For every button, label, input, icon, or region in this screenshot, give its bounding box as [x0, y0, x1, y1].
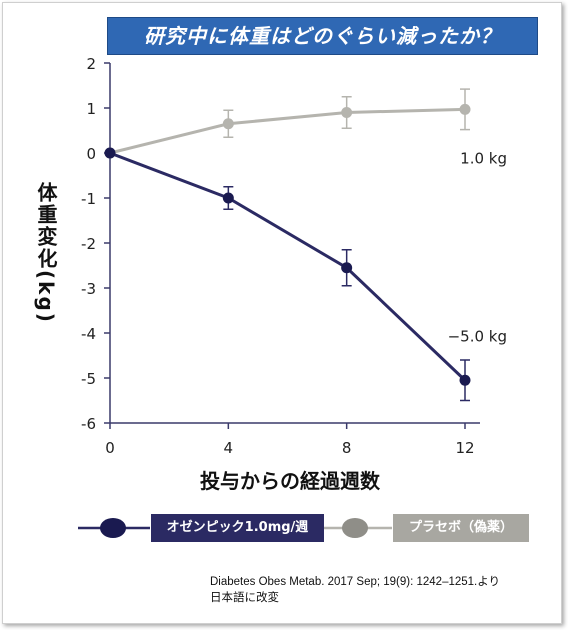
y-tick-label: 0 — [86, 145, 96, 163]
end-label-ozempic: −5.0 kg — [448, 327, 507, 345]
data-point-placebo — [459, 103, 471, 115]
series-line-placebo — [109, 107, 466, 155]
legend-placebo-label: プラセボ（偽薬） — [393, 514, 529, 542]
y-tick-label: -5 — [81, 370, 96, 388]
data-point-ozempic — [459, 374, 471, 386]
x-tick-label: 8 — [342, 439, 352, 457]
data-point-ozempic — [341, 262, 353, 274]
x-axis-label: 投与からの経過週数 — [200, 469, 380, 493]
x-tick-label: 4 — [224, 439, 234, 457]
y-tick-label: 1 — [86, 100, 96, 118]
data-point-placebo — [222, 118, 234, 130]
source-citation: Diabetes Obes Metab. 2017 Sep; 19(9): 12… — [210, 574, 550, 606]
source-line-2: 日本語に改変 — [210, 592, 279, 604]
end-label-placebo: 1.0 kg — [460, 150, 507, 168]
y-axis-label: 体重変化(kg) — [34, 182, 58, 324]
data-point-ozempic — [222, 192, 234, 204]
legend-ozempic-label: オゼンピック1.0mg/週 — [151, 514, 324, 542]
y-tick-label: -6 — [81, 415, 96, 433]
y-tick-label: -1 — [81, 190, 96, 208]
x-tick-label: 12 — [455, 439, 474, 457]
series-line-ozempic — [109, 151, 467, 382]
y-tick-label: -4 — [81, 325, 96, 343]
y-tick-label: 2 — [86, 55, 96, 73]
y-tick-label: -3 — [81, 280, 96, 298]
y-tick-label: -2 — [81, 235, 96, 253]
source-line-1: Diabetes Obes Metab. 2017 Sep; 19(9): 12… — [210, 576, 501, 588]
data-point-placebo — [341, 107, 353, 118]
chart-title: 研究中に体重はどのぐらい減ったか？ — [107, 17, 538, 55]
x-tick-label: 0 — [105, 439, 115, 457]
data-point-ozempic — [104, 147, 116, 159]
